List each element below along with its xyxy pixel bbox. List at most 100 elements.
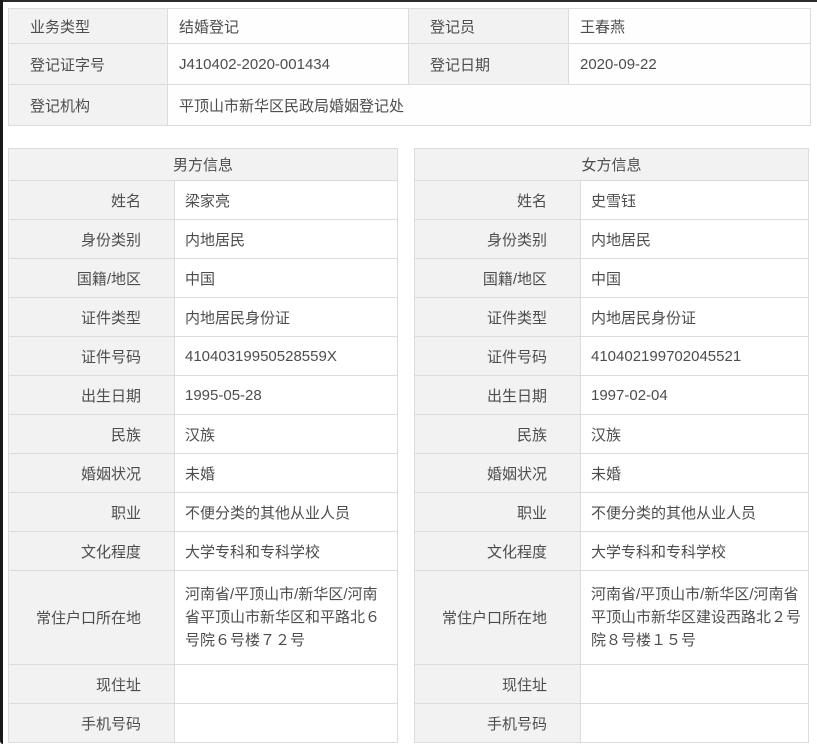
field-label: 手机号码 (8, 703, 175, 743)
field-label: 国籍/地区 (414, 258, 581, 298)
table-row: 常住户口所在地 河南省/平顶山市/新华区/河南省平顶山市新华区和平路北６号院６号… (8, 570, 398, 665)
field-value: 梁家亮 (174, 180, 398, 220)
field-label: 证件类型 (414, 297, 581, 337)
field-label: 常住户口所在地 (414, 570, 581, 665)
party-tables-container: 男方信息 姓名 梁家亮 身份类别 内地居民 国籍/地区 中国 证件类型 内地居民… (8, 148, 809, 743)
table-row: 现住址 (414, 664, 809, 704)
field-label: 出生日期 (8, 375, 175, 415)
table-row: 民族 汉族 (8, 414, 398, 454)
field-label: 民族 (414, 414, 581, 454)
screenshot-left-edge (0, 0, 3, 744)
field-value: 内地居民身份证 (174, 297, 398, 337)
table-row: 证件类型 内地居民身份证 (414, 297, 809, 337)
cert-no-value: J410402-2020-001434 (167, 43, 409, 85)
field-value: 大学专科和专科学校 (174, 531, 398, 571)
table-row: 证件类型 内地居民身份证 (8, 297, 398, 337)
field-label: 姓名 (414, 180, 581, 220)
cert-no-label: 登记证字号 (8, 43, 168, 85)
table-row: 姓名 梁家亮 (8, 180, 398, 220)
field-value: 不便分类的其他从业人员 (580, 492, 809, 532)
table-row: 业务类型 结婚登记 登记员 王春燕 (8, 8, 811, 44)
field-value: 中国 (174, 258, 398, 298)
screenshot-top-edge (0, 0, 817, 2)
table-row: 国籍/地区 中国 (8, 258, 398, 298)
field-label: 证件号码 (8, 336, 175, 376)
field-label: 婚姻状况 (8, 453, 175, 493)
field-value (580, 664, 809, 704)
field-value: 内地居民 (580, 219, 809, 259)
field-value: 汉族 (580, 414, 809, 454)
field-value (174, 703, 398, 743)
registrar-label: 登记员 (408, 8, 569, 44)
field-label: 证件类型 (8, 297, 175, 337)
registrar-value: 王春燕 (568, 8, 811, 44)
table-row: 证件号码 410402199702045521 (414, 336, 809, 376)
female-info-table: 女方信息 姓名 史雪钰 身份类别 内地居民 国籍/地区 中国 证件类型 内地居民… (414, 148, 809, 743)
table-row: 手机号码 (8, 703, 398, 743)
table-row: 身份类别 内地居民 (414, 219, 809, 259)
table-row: 婚姻状况 未婚 (8, 453, 398, 493)
table-row: 身份类别 内地居民 (8, 219, 398, 259)
field-label: 职业 (8, 492, 175, 532)
table-row: 证件号码 41040319950528559X (8, 336, 398, 376)
field-value: 内地居民 (174, 219, 398, 259)
field-value: 未婚 (580, 453, 809, 493)
field-value: 河南省/平顶山市/新华区/河南省平顶山市新华区建设西路北２号院８号楼１５号 (580, 570, 809, 665)
field-value: 1995-05-28 (174, 375, 398, 415)
field-label: 常住户口所在地 (8, 570, 175, 665)
table-row: 登记证字号 J410402-2020-001434 登记日期 2020-09-2… (8, 43, 811, 85)
business-type-label: 业务类型 (8, 8, 168, 44)
table-row: 常住户口所在地 河南省/平顶山市/新华区/河南省平顶山市新华区建设西路北２号院８… (414, 570, 809, 665)
field-value: 中国 (580, 258, 809, 298)
table-header-row: 女方信息 (414, 148, 809, 181)
table-row: 国籍/地区 中国 (414, 258, 809, 298)
agency-label: 登记机构 (8, 84, 168, 126)
field-label: 民族 (8, 414, 175, 454)
field-label: 姓名 (8, 180, 175, 220)
male-info-table: 男方信息 姓名 梁家亮 身份类别 内地居民 国籍/地区 中国 证件类型 内地居民… (8, 148, 398, 743)
registration-summary-table: 业务类型 结婚登记 登记员 王春燕 登记证字号 J410402-2020-001… (8, 8, 811, 126)
table-row: 婚姻状况 未婚 (414, 453, 809, 493)
field-value: 410402199702045521 (580, 336, 809, 376)
table-row: 出生日期 1997-02-04 (414, 375, 809, 415)
business-type-value: 结婚登记 (167, 8, 409, 44)
agency-value: 平顶山市新华区民政局婚姻登记处 (167, 84, 811, 126)
field-label: 现住址 (8, 664, 175, 704)
field-value: 不便分类的其他从业人员 (174, 492, 398, 532)
field-label: 手机号码 (414, 703, 581, 743)
table-row: 现住址 (8, 664, 398, 704)
field-label: 文化程度 (414, 531, 581, 571)
field-value: 大学专科和专科学校 (580, 531, 809, 571)
field-value: 河南省/平顶山市/新华区/河南省平顶山市新华区和平路北６号院６号楼７２号 (174, 570, 398, 665)
field-label: 国籍/地区 (8, 258, 175, 298)
male-info-title: 男方信息 (8, 148, 398, 181)
field-label: 身份类别 (8, 219, 175, 259)
field-value: 汉族 (174, 414, 398, 454)
field-label: 婚姻状况 (414, 453, 581, 493)
field-value (174, 664, 398, 704)
field-value: 史雪钰 (580, 180, 809, 220)
table-row: 职业 不便分类的其他从业人员 (8, 492, 398, 532)
table-row: 文化程度 大学专科和专科学校 (414, 531, 809, 571)
field-label: 职业 (414, 492, 581, 532)
field-value: 未婚 (174, 453, 398, 493)
field-label: 出生日期 (414, 375, 581, 415)
field-value (580, 703, 809, 743)
field-value: 1997-02-04 (580, 375, 809, 415)
reg-date-value: 2020-09-22 (568, 43, 811, 85)
table-row: 姓名 史雪钰 (414, 180, 809, 220)
table-row: 文化程度 大学专科和专科学校 (8, 531, 398, 571)
table-header-row: 男方信息 (8, 148, 398, 181)
field-label: 现住址 (414, 664, 581, 704)
table-row: 登记机构 平顶山市新华区民政局婚姻登记处 (8, 84, 811, 126)
field-label: 文化程度 (8, 531, 175, 571)
table-row: 出生日期 1995-05-28 (8, 375, 398, 415)
table-row: 手机号码 (414, 703, 809, 743)
table-row: 职业 不便分类的其他从业人员 (414, 492, 809, 532)
field-value: 41040319950528559X (174, 336, 398, 376)
female-info-title: 女方信息 (414, 148, 809, 181)
reg-date-label: 登记日期 (408, 43, 569, 85)
table-row: 民族 汉族 (414, 414, 809, 454)
field-value: 内地居民身份证 (580, 297, 809, 337)
field-label: 身份类别 (414, 219, 581, 259)
